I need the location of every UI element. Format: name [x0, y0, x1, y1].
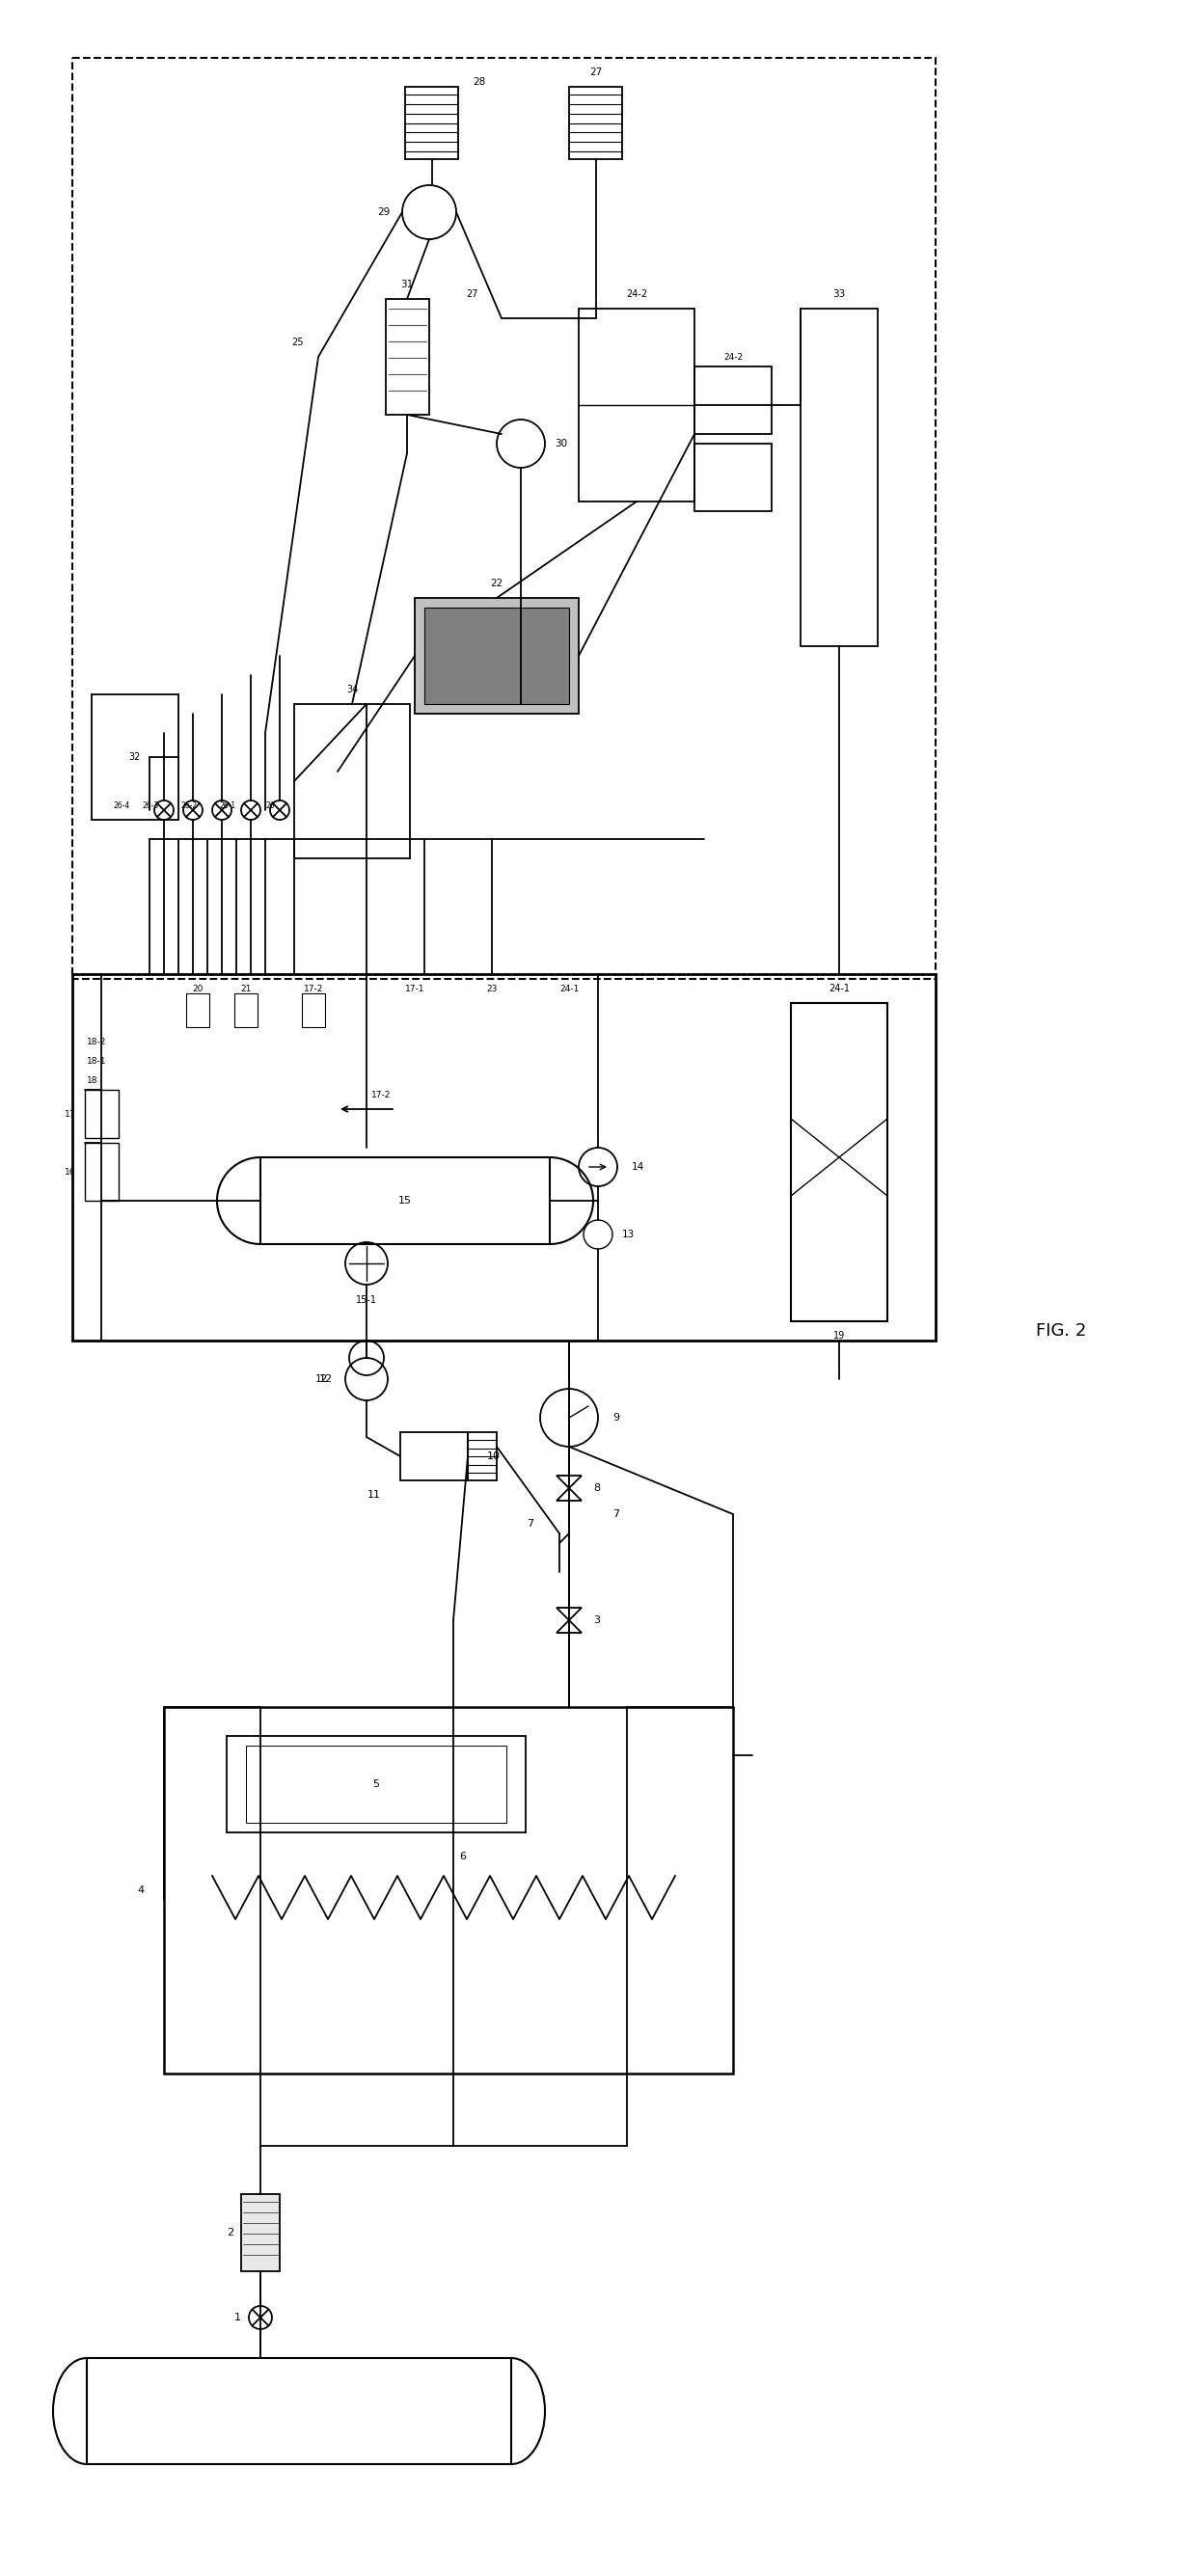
Text: 13: 13 — [622, 1229, 635, 1239]
Bar — [695, 366, 771, 433]
Bar — [246, 1747, 506, 1824]
Text: 6: 6 — [459, 1852, 466, 1862]
Bar — [415, 598, 579, 714]
Text: 15: 15 — [398, 1195, 411, 1206]
Text: 17: 17 — [65, 1110, 75, 1118]
Text: 7: 7 — [527, 1520, 533, 1528]
Text: 20: 20 — [193, 984, 203, 992]
Text: 26-1: 26-1 — [220, 801, 237, 809]
Text: 24-1: 24-1 — [829, 984, 849, 994]
Text: 4: 4 — [138, 1886, 145, 1896]
Text: 8: 8 — [593, 1484, 600, 1494]
Text: 28: 28 — [472, 77, 486, 88]
Text: 3: 3 — [593, 1615, 600, 1625]
Text: 12: 12 — [319, 1376, 332, 1383]
Text: 17-2: 17-2 — [371, 1090, 391, 1100]
Text: 19: 19 — [834, 1332, 846, 1340]
Text: 25: 25 — [292, 337, 304, 348]
Text: 24-1: 24-1 — [560, 984, 579, 992]
Bar — [468, 1432, 496, 1481]
Text: 22: 22 — [490, 580, 504, 587]
Text: 10: 10 — [487, 1450, 501, 1461]
Text: 9: 9 — [612, 1412, 620, 1422]
Bar — [401, 1432, 468, 1481]
Text: 11: 11 — [367, 1489, 382, 1499]
Text: 17-2: 17-2 — [304, 984, 323, 992]
Text: 27: 27 — [466, 289, 478, 299]
Text: 2: 2 — [226, 2228, 233, 2239]
Text: 30: 30 — [555, 438, 567, 448]
Text: 32: 32 — [129, 752, 141, 762]
Bar — [569, 88, 622, 160]
Text: 23: 23 — [487, 984, 498, 992]
Text: 24-2: 24-2 — [724, 353, 743, 361]
Bar — [92, 696, 178, 819]
Text: 26: 26 — [266, 801, 275, 809]
Bar — [386, 299, 429, 415]
Text: 24-2: 24-2 — [626, 289, 647, 299]
Bar — [72, 974, 935, 1340]
Bar — [72, 57, 935, 979]
Text: 27: 27 — [590, 67, 603, 77]
Text: 18-2: 18-2 — [87, 1038, 106, 1046]
Bar — [425, 608, 569, 703]
Text: FIG. 2: FIG. 2 — [1036, 1321, 1086, 1340]
Text: 7: 7 — [612, 1510, 620, 1520]
Text: 5: 5 — [373, 1780, 379, 1788]
Bar — [261, 1157, 550, 1244]
Bar — [227, 1736, 526, 1832]
Bar — [301, 994, 325, 1028]
Text: 26-2: 26-2 — [182, 801, 197, 809]
Text: 26-4: 26-4 — [114, 801, 130, 809]
Bar — [85, 1090, 118, 1139]
Text: 12: 12 — [316, 1376, 328, 1383]
Text: 15-1: 15-1 — [356, 1296, 377, 1306]
Bar — [85, 1144, 118, 1200]
Bar — [695, 443, 771, 510]
Bar — [791, 1002, 887, 1321]
Text: 18-1: 18-1 — [87, 1056, 106, 1066]
Text: 34: 34 — [346, 685, 358, 696]
Bar — [87, 2357, 511, 2465]
Text: 14: 14 — [631, 1162, 645, 1172]
Text: 21: 21 — [240, 984, 251, 992]
Bar — [234, 994, 257, 1028]
Bar — [187, 994, 209, 1028]
Bar — [405, 88, 458, 160]
Bar — [294, 703, 410, 858]
Bar — [579, 309, 695, 502]
Text: 1: 1 — [234, 2313, 242, 2324]
Text: 29: 29 — [378, 206, 391, 216]
Bar — [242, 2195, 280, 2272]
Bar — [164, 1708, 733, 2074]
Text: 17-1: 17-1 — [405, 984, 425, 992]
Text: 33: 33 — [832, 289, 846, 299]
Text: 16: 16 — [65, 1167, 75, 1177]
Text: 26-3: 26-3 — [142, 801, 159, 809]
Text: 18: 18 — [87, 1077, 98, 1084]
Bar — [800, 309, 878, 647]
Text: 31: 31 — [401, 281, 414, 289]
